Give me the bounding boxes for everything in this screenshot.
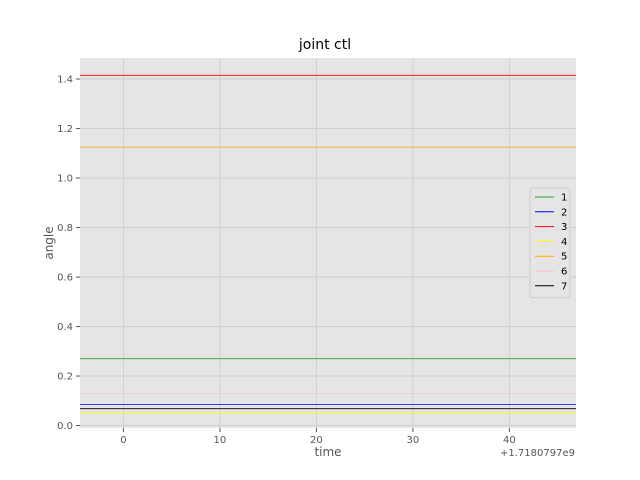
y-tick-label: 1.2 <box>57 124 73 135</box>
y-tick-label: 0.8 <box>57 223 73 234</box>
x-tick-label: 0 <box>120 435 126 446</box>
y-tick-label: 0.6 <box>57 273 73 284</box>
y-tick-label: 0.0 <box>57 421 73 432</box>
y-tick-label: 0.4 <box>57 322 73 333</box>
legend-label-5: 5 <box>561 252 567 263</box>
series-lines <box>80 74 576 414</box>
chart-title: joint ctl <box>298 37 351 53</box>
grid <box>80 58 576 428</box>
legend-label-6: 6 <box>561 267 567 278</box>
legend-label-4: 4 <box>561 237 567 248</box>
x-tick-label: 20 <box>310 435 323 446</box>
x-axis-label: time <box>314 445 341 459</box>
x-tick-label: 30 <box>407 435 420 446</box>
y-tick-label: 1.4 <box>57 75 73 86</box>
x-tick-label: 40 <box>503 435 516 446</box>
x-axis-ticks: 0 10 20 30 40 <box>120 428 516 446</box>
legend-label-7: 7 <box>561 281 567 292</box>
y-tick-label: 1.0 <box>57 174 73 185</box>
y-axis-ticks: 0.0 0.2 0.4 0.6 0.8 1.0 1.2 1.4 <box>57 75 80 432</box>
legend-box <box>529 187 571 299</box>
legend-label-3: 3 <box>561 222 567 233</box>
plot-area <box>80 58 576 428</box>
legend-label-2: 2 <box>561 207 567 218</box>
y-axis-label: angle <box>42 226 56 259</box>
y-tick-label: 0.2 <box>57 372 73 383</box>
x-tick-label: 10 <box>214 435 227 446</box>
x-axis-offset: +1.7180797e9 <box>500 448 575 459</box>
legend-label-1: 1 <box>561 193 567 204</box>
legend: 1 2 3 4 5 6 7 <box>529 187 571 299</box>
